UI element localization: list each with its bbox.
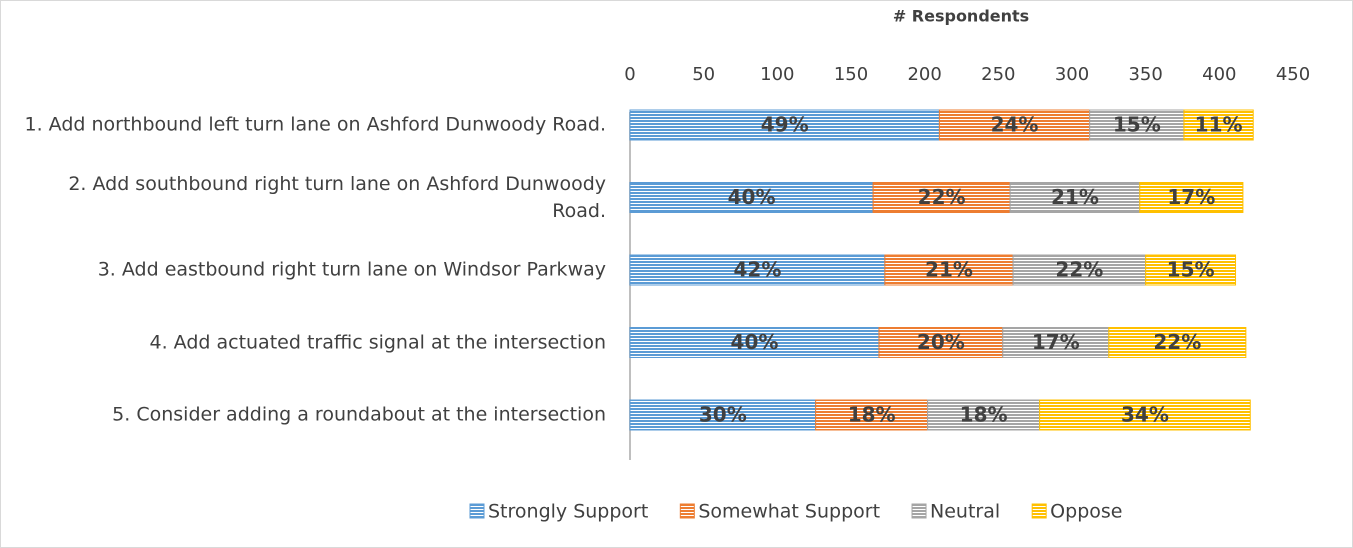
bar-segment [1012,254,1147,286]
bar-segment [1108,327,1247,358]
category-label: 3. Add eastbound right turn lane on Wind… [97,258,606,281]
data-label: 22% [918,185,966,209]
data-label: 34% [1121,403,1169,427]
x-tick-label: 100 [760,64,794,85]
bar-segment [1039,399,1251,431]
data-label: 15% [1167,258,1215,282]
bar-segment [815,399,929,431]
category-label: 5. Consider adding a roundabout at the i… [112,403,606,426]
x-tick-label: 250 [981,64,1015,85]
legend-swatch [469,503,485,519]
legend-label: Strongly Support [488,501,648,523]
legend-swatch [911,503,927,519]
category-label: 2. Add southbound right turn lane on Ash… [68,172,606,222]
category-label: 1. Add northbound left turn lane on Ashf… [24,113,607,136]
bar-segment [1139,182,1244,213]
legend-swatch [679,503,695,519]
data-label: 17% [1032,330,1080,354]
x-tick-label: 450 [1276,64,1310,85]
bar-segment [1002,327,1110,358]
bar-segment [927,399,1041,431]
data-label: 17% [1167,185,1215,209]
bar-segment [1145,254,1237,286]
x-tick-label: 150 [834,64,868,85]
data-label: 49% [761,113,809,137]
legend-label: Neutral [930,501,1000,523]
legend-label: Oppose [1050,501,1122,523]
x-tick-label: 400 [1202,64,1236,85]
data-label: 20% [917,330,965,354]
data-label: 21% [1051,185,1099,209]
x-tick-label: 50 [692,64,715,85]
data-label: 21% [925,258,973,282]
data-label: 18% [960,403,1008,427]
legend-swatch [1031,503,1047,519]
category-label: 4. Add actuated traffic signal at the in… [149,331,606,353]
bar-segment [878,327,1004,358]
data-label: 18% [848,403,896,427]
bar-segment [629,399,817,431]
x-tick-label: 300 [1055,64,1089,85]
data-label: 30% [699,403,747,427]
data-label: 11% [1195,113,1243,137]
data-label: 22% [1153,330,1201,354]
x-axis-title: # Respondents [893,7,1029,26]
bar-segment [1009,182,1141,213]
x-tick-label: 0 [624,64,635,85]
data-label: 40% [731,330,779,354]
bar-segment [1183,109,1254,141]
data-label: 24% [991,113,1039,137]
bar-segment [629,254,886,286]
data-label: 15% [1113,113,1161,137]
x-tick-label: 200 [907,64,941,85]
data-label: 40% [728,185,776,209]
x-tick-label: 350 [1128,64,1162,85]
data-label: 42% [734,258,782,282]
bar-segment [872,182,1011,213]
data-label: 22% [1055,258,1103,282]
bar-segment [1089,109,1185,141]
legend-label: Somewhat Support [698,501,880,523]
